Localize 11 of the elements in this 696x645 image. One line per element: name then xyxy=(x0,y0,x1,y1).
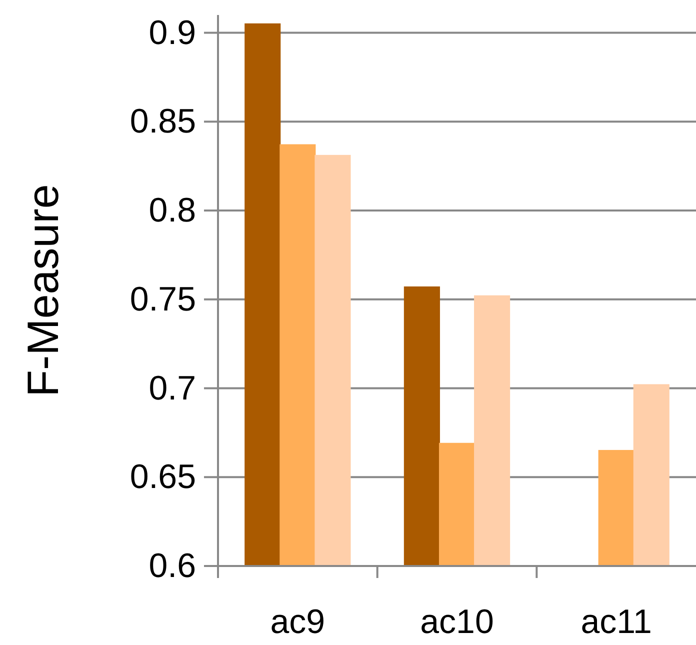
y-tick-label: 0.85 xyxy=(130,102,196,141)
y-tick-label: 0.6 xyxy=(148,547,196,585)
y-tick-label: 0.7 xyxy=(148,369,196,408)
y-tick-label: 0.75 xyxy=(130,280,196,318)
y-axis-title: F-Measure xyxy=(19,184,68,397)
x-tick-label: ac11 xyxy=(580,603,652,641)
y-tick-label: 0.8 xyxy=(148,192,196,230)
y-tick-label: 0.65 xyxy=(130,458,196,496)
x-tick-label: ac10 xyxy=(420,603,494,641)
y-tick-label: 0.9 xyxy=(148,14,196,52)
x-tick-label: ac9 xyxy=(270,603,326,641)
